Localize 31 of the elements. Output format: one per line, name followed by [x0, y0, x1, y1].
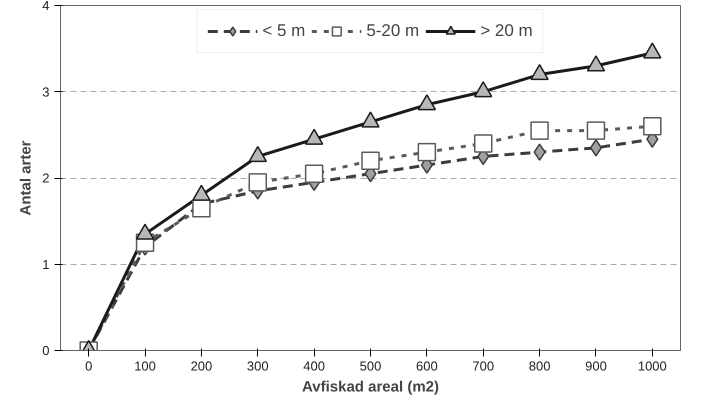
x-tick-label: 0 [85, 358, 92, 374]
x-tick-label: 400 [303, 358, 325, 374]
point [304, 164, 324, 183]
point [474, 134, 492, 153]
legend-label: 5-20 m [366, 21, 420, 41]
y-tick-label: 2 [42, 170, 50, 186]
point [590, 139, 602, 157]
x-tick-label: 600 [416, 358, 438, 374]
point [586, 121, 606, 140]
y-tick-label: 4 [42, 0, 50, 13]
x-tick-label: 1000 [638, 358, 667, 374]
x-tick-label: 200 [190, 358, 212, 374]
point [418, 142, 436, 162]
point [361, 152, 380, 170]
x-tick-label: 500 [360, 358, 382, 374]
y-axis-title: Antal arter [17, 140, 34, 216]
x-tick-label: 300 [246, 358, 269, 374]
y-tick-label: 0 [42, 343, 50, 358]
point [248, 173, 268, 192]
point [530, 121, 549, 140]
x-tick-label: 100 [134, 358, 156, 374]
x-axis-title: Avfiskad areal (m2) [302, 378, 440, 396]
point [192, 198, 211, 218]
legend-label: > 20 m [480, 21, 533, 41]
x-tick-label: 900 [585, 358, 607, 374]
legend-label: < 5 m [262, 21, 306, 41]
x-tick-label: 700 [472, 358, 494, 374]
x-tick-label: 800 [528, 358, 550, 374]
y-tick-label: 3 [42, 84, 50, 100]
y-tick-label: 1 [42, 256, 50, 272]
point [643, 117, 662, 136]
